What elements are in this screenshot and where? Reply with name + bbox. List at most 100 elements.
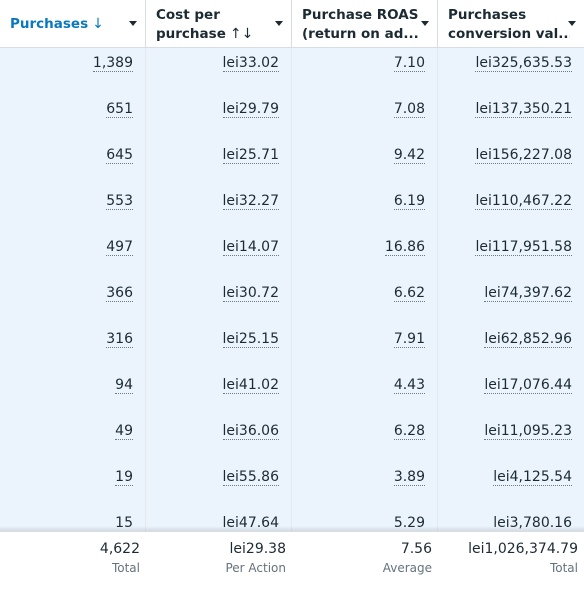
conversion-value[interactable]: lei17,076.44 bbox=[484, 377, 572, 394]
cost-per-purchase-value[interactable]: lei25.71 bbox=[222, 147, 279, 164]
table-row[interactable]: 15 lei47.64 5.29 lei3,780.16 bbox=[0, 508, 584, 531]
purchases-value[interactable]: 497 bbox=[106, 239, 133, 256]
purchases-value[interactable]: 553 bbox=[106, 193, 133, 210]
cost-per-purchase-cell[interactable]: lei25.71 bbox=[146, 140, 292, 186]
purchases-cell[interactable]: 1,389 bbox=[0, 48, 146, 94]
roas-value[interactable]: 7.10 bbox=[393, 55, 425, 72]
conversion-value-cell[interactable]: lei3,780.16 bbox=[438, 508, 584, 531]
purchases-value[interactable]: 15 bbox=[115, 515, 133, 531]
roas-cell[interactable]: 16.86 bbox=[292, 232, 438, 278]
roas-cell[interactable]: 3.89 bbox=[292, 462, 438, 508]
purchases-value[interactable]: 366 bbox=[106, 285, 133, 302]
conversion-value-cell[interactable]: lei4,125.54 bbox=[438, 462, 584, 508]
purchases-cell[interactable]: 497 bbox=[0, 232, 146, 278]
roas-cell[interactable]: 5.29 bbox=[292, 508, 438, 531]
roas-value[interactable]: 3.89 bbox=[393, 469, 425, 486]
roas-cell[interactable]: 9.42 bbox=[292, 140, 438, 186]
purchases-cell[interactable]: 316 bbox=[0, 324, 146, 370]
purchases-cell[interactable]: 651 bbox=[0, 94, 146, 140]
purchases-cell[interactable]: 49 bbox=[0, 416, 146, 462]
purchases-cell[interactable]: 15 bbox=[0, 508, 146, 531]
conversion-value-cell[interactable]: lei325,635.53 bbox=[438, 48, 584, 94]
conversion-value[interactable]: lei4,125.54 bbox=[493, 469, 572, 486]
conversion-value[interactable]: lei137,350.21 bbox=[475, 101, 572, 118]
cost-per-purchase-value[interactable]: lei41.02 bbox=[222, 377, 279, 394]
cost-per-purchase-cell[interactable]: lei41.02 bbox=[146, 370, 292, 416]
table-row[interactable]: 94 lei41.02 4.43 lei17,076.44 bbox=[0, 370, 584, 416]
purchases-cell[interactable]: 366 bbox=[0, 278, 146, 324]
purchases-value[interactable]: 316 bbox=[106, 331, 133, 348]
cost-per-purchase-value[interactable]: lei32.27 bbox=[222, 193, 279, 210]
conversion-value-cell[interactable]: lei156,227.08 bbox=[438, 140, 584, 186]
roas-cell[interactable]: 6.19 bbox=[292, 186, 438, 232]
purchases-cell[interactable]: 19 bbox=[0, 462, 146, 508]
conversion-value-cell[interactable]: lei62,852.96 bbox=[438, 324, 584, 370]
cost-per-purchase-cell[interactable]: lei32.27 bbox=[146, 186, 292, 232]
cost-per-purchase-value[interactable]: lei14.07 bbox=[222, 239, 279, 256]
conversion-value-cell[interactable]: lei137,350.21 bbox=[438, 94, 584, 140]
table-body[interactable]: 1,389 lei33.02 7.10 lei325,635.53 651 le… bbox=[0, 48, 584, 531]
column-header-purchases[interactable]: Purchases ↓ bbox=[0, 0, 146, 48]
dropdown-caret-icon[interactable] bbox=[275, 21, 283, 26]
roas-value[interactable]: 16.86 bbox=[384, 239, 425, 256]
conversion-value[interactable]: lei62,852.96 bbox=[484, 331, 572, 348]
roas-cell[interactable]: 6.28 bbox=[292, 416, 438, 462]
purchases-cell[interactable]: 645 bbox=[0, 140, 146, 186]
roas-value[interactable]: 5.29 bbox=[393, 515, 425, 531]
conversion-value[interactable]: lei110,467.22 bbox=[475, 193, 572, 210]
table-row[interactable]: 1,389 lei33.02 7.10 lei325,635.53 bbox=[0, 48, 584, 94]
cost-per-purchase-value[interactable]: lei47.64 bbox=[222, 515, 279, 531]
roas-value[interactable]: 6.19 bbox=[393, 193, 425, 210]
conversion-value-cell[interactable]: lei110,467.22 bbox=[438, 186, 584, 232]
cost-per-purchase-cell[interactable]: lei47.64 bbox=[146, 508, 292, 531]
conversion-value[interactable]: lei3,780.16 bbox=[493, 515, 572, 531]
cost-per-purchase-cell[interactable]: lei30.72 bbox=[146, 278, 292, 324]
roas-cell[interactable]: 4.43 bbox=[292, 370, 438, 416]
cost-per-purchase-value[interactable]: lei55.86 bbox=[222, 469, 279, 486]
dropdown-caret-icon[interactable] bbox=[421, 21, 429, 26]
cost-per-purchase-value[interactable]: lei33.02 bbox=[222, 55, 279, 72]
table-row[interactable]: 645 lei25.71 9.42 lei156,227.08 bbox=[0, 140, 584, 186]
table-row[interactable]: 553 lei32.27 6.19 lei110,467.22 bbox=[0, 186, 584, 232]
conversion-value-cell[interactable]: lei17,076.44 bbox=[438, 370, 584, 416]
table-row[interactable]: 19 lei55.86 3.89 lei4,125.54 bbox=[0, 462, 584, 508]
purchases-cell[interactable]: 94 bbox=[0, 370, 146, 416]
cost-per-purchase-value[interactable]: lei36.06 bbox=[222, 423, 279, 440]
column-header-purchase-roas[interactable]: Purchase ROAS (return on ad... bbox=[292, 0, 438, 48]
roas-value[interactable]: 7.08 bbox=[393, 101, 425, 118]
cost-per-purchase-cell[interactable]: lei55.86 bbox=[146, 462, 292, 508]
roas-cell[interactable]: 7.91 bbox=[292, 324, 438, 370]
purchases-value[interactable]: 651 bbox=[106, 101, 133, 118]
roas-cell[interactable]: 6.62 bbox=[292, 278, 438, 324]
dropdown-caret-icon[interactable] bbox=[129, 21, 137, 26]
conversion-value[interactable]: lei117,951.58 bbox=[475, 239, 572, 256]
cost-per-purchase-value[interactable]: lei29.79 bbox=[222, 101, 279, 118]
conversion-value-cell[interactable]: lei117,951.58 bbox=[438, 232, 584, 278]
cost-per-purchase-value[interactable]: lei30.72 bbox=[222, 285, 279, 302]
purchases-value[interactable]: 19 bbox=[115, 469, 133, 486]
purchases-value[interactable]: 49 bbox=[115, 423, 133, 440]
cost-per-purchase-cell[interactable]: lei29.79 bbox=[146, 94, 292, 140]
column-header-cost-per-purchase[interactable]: Cost per purchase ↑↓ bbox=[146, 0, 292, 48]
purchases-value[interactable]: 645 bbox=[106, 147, 133, 164]
roas-value[interactable]: 4.43 bbox=[393, 377, 425, 394]
conversion-value-cell[interactable]: lei74,397.62 bbox=[438, 278, 584, 324]
roas-value[interactable]: 6.62 bbox=[393, 285, 425, 302]
purchases-value[interactable]: 1,389 bbox=[92, 55, 133, 72]
cost-per-purchase-cell[interactable]: lei14.07 bbox=[146, 232, 292, 278]
conversion-value[interactable]: lei325,635.53 bbox=[475, 55, 572, 72]
cost-per-purchase-cell[interactable]: lei25.15 bbox=[146, 324, 292, 370]
cost-per-purchase-cell[interactable]: lei36.06 bbox=[146, 416, 292, 462]
column-header-purchases-conversion-value[interactable]: Purchases conversion val... bbox=[438, 0, 584, 48]
table-row[interactable]: 651 lei29.79 7.08 lei137,350.21 bbox=[0, 94, 584, 140]
purchases-cell[interactable]: 553 bbox=[0, 186, 146, 232]
cost-per-purchase-value[interactable]: lei25.15 bbox=[222, 331, 279, 348]
table-row[interactable]: 49 lei36.06 6.28 lei11,095.23 bbox=[0, 416, 584, 462]
conversion-value[interactable]: lei74,397.62 bbox=[484, 285, 572, 302]
table-row[interactable]: 366 lei30.72 6.62 lei74,397.62 bbox=[0, 278, 584, 324]
conversion-value-cell[interactable]: lei11,095.23 bbox=[438, 416, 584, 462]
table-row[interactable]: 316 lei25.15 7.91 lei62,852.96 bbox=[0, 324, 584, 370]
table-row[interactable]: 497 lei14.07 16.86 lei117,951.58 bbox=[0, 232, 584, 278]
purchases-value[interactable]: 94 bbox=[115, 377, 133, 394]
roas-value[interactable]: 6.28 bbox=[393, 423, 425, 440]
